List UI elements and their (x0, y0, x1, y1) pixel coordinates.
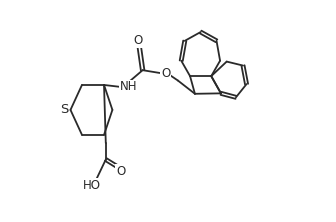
Text: O: O (116, 165, 125, 178)
Text: HO: HO (83, 179, 101, 192)
Text: O: O (134, 34, 143, 47)
Text: S: S (60, 103, 69, 116)
Text: O: O (161, 67, 170, 79)
Text: NH: NH (120, 80, 137, 93)
